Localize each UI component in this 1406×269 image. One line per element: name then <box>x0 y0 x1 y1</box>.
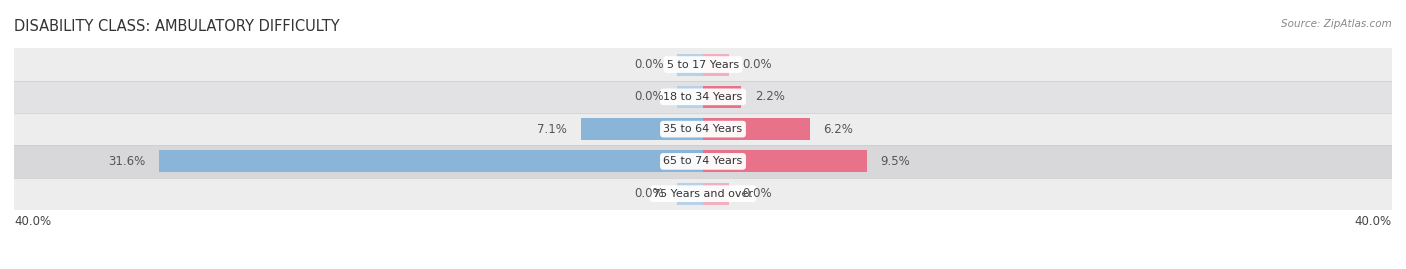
Text: 5 to 17 Years: 5 to 17 Years <box>666 59 740 70</box>
Bar <box>703 86 741 108</box>
Bar <box>14 145 1392 178</box>
Text: 0.0%: 0.0% <box>634 187 664 200</box>
Bar <box>14 178 1392 210</box>
Bar <box>581 118 703 140</box>
Text: 31.6%: 31.6% <box>108 155 145 168</box>
Bar <box>703 118 810 140</box>
Text: 9.5%: 9.5% <box>880 155 910 168</box>
Text: 7.1%: 7.1% <box>537 123 567 136</box>
Bar <box>678 86 703 108</box>
Text: 65 to 74 Years: 65 to 74 Years <box>664 156 742 167</box>
Text: Source: ZipAtlas.com: Source: ZipAtlas.com <box>1281 19 1392 29</box>
Bar <box>678 54 703 76</box>
Bar <box>703 150 866 172</box>
Bar <box>678 183 703 205</box>
Bar <box>703 183 728 205</box>
Text: 40.0%: 40.0% <box>1355 215 1392 228</box>
Bar <box>14 48 1392 81</box>
Bar <box>14 81 1392 113</box>
Bar <box>14 113 1392 145</box>
Text: DISABILITY CLASS: AMBULATORY DIFFICULTY: DISABILITY CLASS: AMBULATORY DIFFICULTY <box>14 19 340 34</box>
Text: 75 Years and over: 75 Years and over <box>652 189 754 199</box>
Bar <box>703 54 728 76</box>
Text: 0.0%: 0.0% <box>742 187 772 200</box>
Text: 0.0%: 0.0% <box>742 58 772 71</box>
Bar <box>159 150 703 172</box>
Text: 6.2%: 6.2% <box>824 123 853 136</box>
Text: 2.2%: 2.2% <box>755 90 785 103</box>
Text: 0.0%: 0.0% <box>634 90 664 103</box>
Text: 18 to 34 Years: 18 to 34 Years <box>664 92 742 102</box>
Text: 40.0%: 40.0% <box>14 215 51 228</box>
Text: 0.0%: 0.0% <box>634 58 664 71</box>
Text: 35 to 64 Years: 35 to 64 Years <box>664 124 742 134</box>
